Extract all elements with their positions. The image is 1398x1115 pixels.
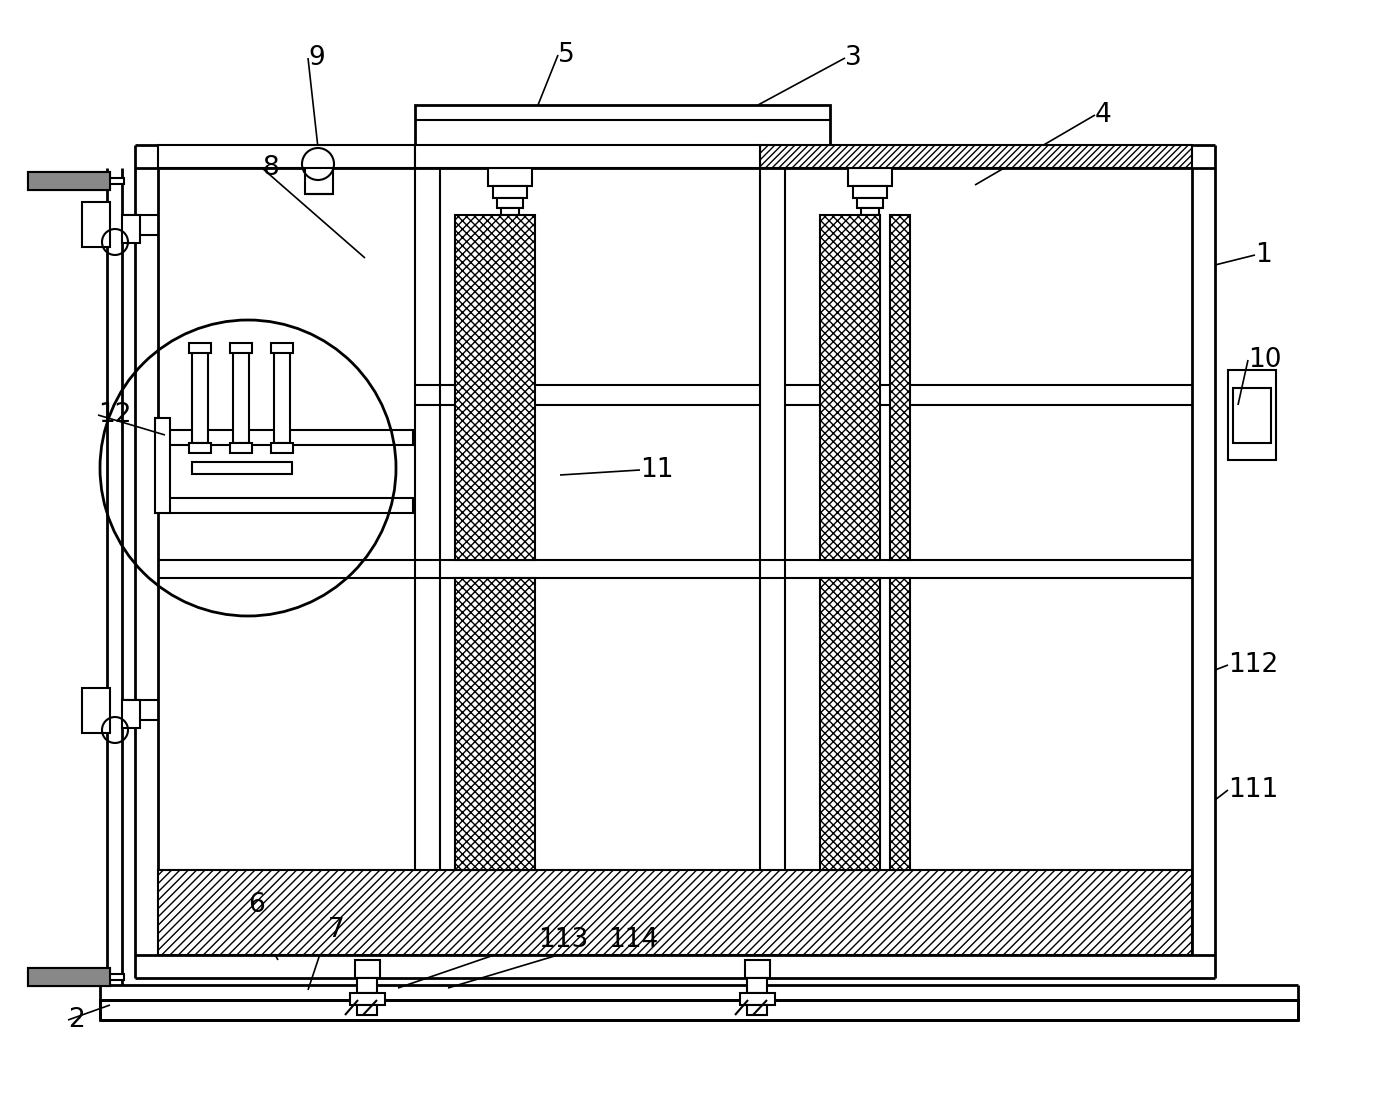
Bar (122, 700, 140, 728)
Bar (305, 164, 333, 194)
Text: 5: 5 (558, 42, 575, 68)
Bar (165, 498, 412, 513)
Bar (500, 209, 519, 215)
Bar (101, 1000, 1297, 1020)
Text: 9: 9 (308, 45, 324, 71)
Bar (745, 960, 770, 978)
Bar (740, 993, 774, 1005)
Bar (28, 968, 110, 986)
Bar (498, 198, 523, 209)
Text: 11: 11 (640, 457, 674, 483)
Bar (493, 186, 527, 198)
Bar (28, 172, 110, 190)
Bar (356, 1005, 377, 1015)
Bar (350, 993, 384, 1005)
Bar (122, 215, 140, 243)
Text: 1: 1 (1255, 242, 1272, 268)
Bar (233, 350, 249, 443)
Text: 4: 4 (1095, 101, 1111, 128)
Text: 10: 10 (1248, 347, 1282, 374)
Bar (356, 978, 377, 993)
Bar (165, 430, 412, 445)
Bar (192, 462, 292, 474)
Bar (891, 578, 910, 870)
Bar (231, 343, 252, 353)
Bar (1233, 388, 1271, 443)
Bar (192, 350, 208, 443)
Bar (231, 443, 252, 453)
Bar (454, 215, 535, 560)
Bar (891, 215, 910, 560)
Bar (488, 168, 533, 186)
Bar (853, 186, 886, 198)
Bar (28, 172, 110, 190)
Bar (861, 209, 879, 215)
Bar (271, 343, 294, 353)
Bar (274, 350, 289, 443)
Text: 113: 113 (538, 927, 589, 953)
Text: 6: 6 (247, 892, 264, 918)
Text: 114: 114 (608, 927, 658, 953)
Polygon shape (158, 145, 415, 168)
Bar (857, 198, 884, 209)
Bar (747, 1005, 768, 1015)
Polygon shape (415, 145, 761, 168)
Polygon shape (761, 145, 1192, 168)
Bar (106, 975, 124, 980)
Text: 111: 111 (1227, 777, 1278, 803)
Bar (849, 168, 892, 186)
Bar (821, 215, 879, 560)
Bar (82, 688, 110, 733)
Text: 7: 7 (329, 917, 345, 943)
Bar (189, 343, 211, 353)
Bar (189, 443, 211, 453)
Text: 112: 112 (1227, 652, 1278, 678)
Bar (355, 960, 380, 978)
Bar (106, 178, 124, 184)
Bar (271, 443, 294, 453)
Bar (747, 978, 768, 993)
Bar (1227, 370, 1276, 460)
Bar (454, 578, 535, 870)
Polygon shape (158, 870, 1192, 956)
Text: 8: 8 (261, 155, 278, 181)
Text: 3: 3 (844, 45, 861, 71)
Bar (415, 105, 830, 145)
Bar (28, 968, 110, 986)
Text: 12: 12 (98, 403, 131, 428)
Bar (155, 418, 171, 513)
Text: 2: 2 (69, 1007, 85, 1032)
Bar (821, 578, 879, 870)
Bar (82, 202, 110, 248)
